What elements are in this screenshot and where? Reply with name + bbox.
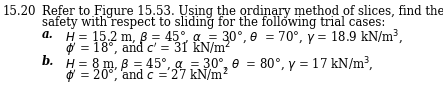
- Text: $\phi$$'$ = 18°, and $c$$'$ = 31 kN/m$^2$: $\phi$$'$ = 18°, and $c$$'$ = 31 kN/m$^2…: [65, 39, 231, 59]
- Text: 15.20: 15.20: [3, 5, 36, 18]
- Text: $H$ = 8 m, $\beta$ = 45°, $\alpha$  = 30°, $\theta$  = 80°, $\gamma$ = 17 kN/m$^: $H$ = 8 m, $\beta$ = 45°, $\alpha$ = 30°…: [65, 55, 373, 75]
- Text: safety with respect to sliding for the following trial cases:: safety with respect to sliding for the f…: [42, 16, 385, 29]
- Text: a.: a.: [42, 28, 54, 41]
- Text: b.: b.: [42, 55, 54, 68]
- Text: $\phi$$'$ = 20°, and $c$ = 27 kN/m$^2$: $\phi$$'$ = 20°, and $c$ = 27 kN/m$^2$: [65, 66, 229, 86]
- Text: $H$ = 15.2 m, $\beta$ = 45°, $\alpha$  = 30°, $\theta$  = 70°, $\gamma$ = 18.9 k: $H$ = 15.2 m, $\beta$ = 45°, $\alpha$ = …: [65, 28, 403, 48]
- Text: Refer to Figure 15.53. Using the ordinary method of slices, find the factor of: Refer to Figure 15.53. Using the ordinar…: [42, 5, 443, 18]
